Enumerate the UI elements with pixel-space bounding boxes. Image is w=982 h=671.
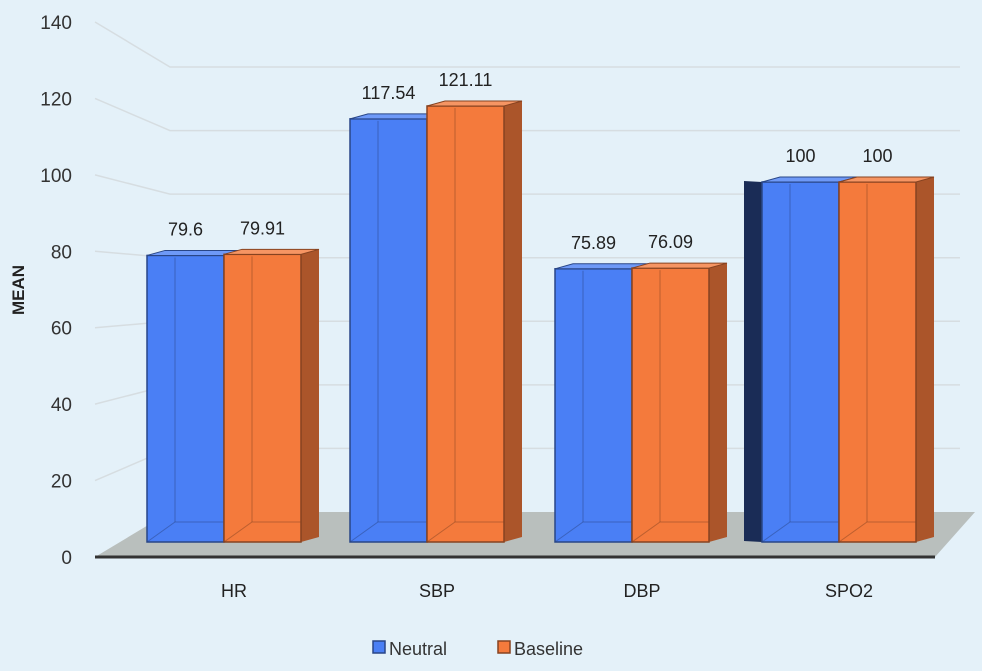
bars: 79.6 79.91 117.54 121.11 75.89 76.09 100 100 (146, 70, 935, 543)
y-tick-label: 120 (40, 89, 72, 110)
legend-swatch (372, 640, 386, 654)
bar-front (554, 268, 633, 543)
bar-front (146, 254, 225, 543)
y-tick-label: 140 (40, 13, 72, 34)
bar-baseline-spo2: 100 (838, 146, 935, 543)
bar-baseline-dbp: 76.09 (631, 232, 728, 543)
data-label: 121.11 (439, 70, 493, 90)
bar-top (631, 262, 728, 269)
y-tick-label: 80 (51, 242, 72, 263)
x-axis-labels: HR SBP DBP SPO2 (221, 581, 873, 601)
gridline (94, 174, 960, 195)
data-label: 100 (862, 146, 892, 166)
legend-item-neutral: Neutral (372, 639, 447, 659)
bar-side (504, 101, 522, 542)
bar-front (426, 105, 505, 543)
legend-item-baseline: Baseline (497, 639, 583, 659)
data-label: 100 (785, 146, 815, 166)
bar-top (223, 248, 320, 255)
bar-front (223, 253, 302, 543)
bar-top (426, 100, 523, 107)
bar-top (838, 176, 935, 183)
gridline (94, 97, 960, 132)
x-tick-label: SBP (419, 581, 455, 601)
legend: Neutral Baseline (372, 639, 583, 659)
y-axis-ticks: 0 20 40 60 80 100 120 140 (40, 13, 72, 569)
data-label: 79.6 (168, 219, 203, 239)
bar-side (301, 249, 319, 542)
legend-label: Baseline (514, 639, 583, 659)
bar-front (838, 181, 917, 543)
x-tick-label: SPO2 (825, 581, 873, 601)
y-tick-label: 40 (51, 395, 72, 416)
legend-label: Neutral (389, 639, 447, 659)
bar-front (349, 118, 428, 543)
x-tick-label: HR (221, 581, 247, 601)
y-tick-label: 0 (61, 548, 72, 569)
data-label: 79.91 (240, 218, 285, 238)
bar-side (709, 263, 727, 542)
bar-front (761, 181, 840, 543)
bar-baseline-hr: 79.91 (223, 218, 320, 543)
x-tick-label: DBP (623, 581, 660, 601)
y-axis-label: MEAN (9, 265, 28, 315)
bar-side (916, 177, 934, 542)
legend-swatch (497, 640, 511, 654)
y-tick-label: 100 (40, 166, 72, 187)
data-label: 75.89 (571, 233, 616, 253)
data-label: 117.54 (362, 83, 416, 103)
data-label: 76.09 (648, 232, 693, 252)
y-tick-label: 60 (51, 319, 72, 340)
bar-side (744, 181, 762, 542)
bar-front (631, 267, 710, 543)
gridline (94, 21, 960, 68)
y-tick-label: 20 (51, 472, 72, 493)
bar-baseline-sbp: 121.11 (426, 70, 523, 543)
